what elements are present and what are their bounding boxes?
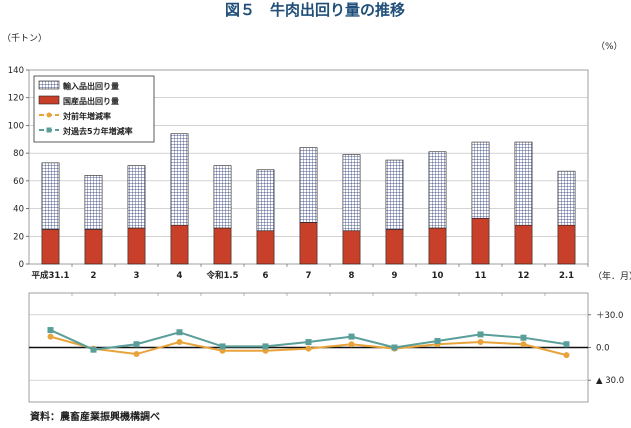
x-category-label: 9 [392,271,398,281]
y-tick-label: 100 [8,121,24,131]
bar-domestic [256,230,275,265]
bar-import [428,151,447,229]
point-5yr [262,343,269,350]
point-5yr [391,344,398,351]
x-category-label: 8 [349,271,355,281]
point-yoy [305,345,312,352]
x-axis-unit: （年．月） [593,270,631,282]
chart-title: 図５ 牛肉出回り量の推移 [225,1,405,19]
point-yoy [563,352,570,359]
legend-label: 対前年増減率 [62,111,111,121]
point-5yr [47,327,54,334]
x-category-label: 3 [134,271,140,281]
y2-tick-label: 0.0 [596,344,610,354]
bar-domestic [471,217,490,265]
bar-import [471,141,490,219]
x-category-label: 6 [263,271,269,281]
legend-swatch [38,80,60,90]
bar-domestic [84,229,103,265]
point-5yr [176,329,183,336]
point-yoy [477,339,484,346]
x-category-label: 4 [177,271,183,281]
point-yoy [176,339,183,346]
point-5yr [90,346,97,353]
left-axis-unit: （千トン） [2,33,47,44]
x-category-label: 平成31.1 [32,270,70,281]
y-tick-label: 40 [13,205,24,215]
bar-domestic [41,229,60,265]
x-category-label: 2 [91,271,97,281]
y2-tick-label: ▲ 30.0 [596,376,624,386]
point-5yr [434,337,441,344]
right-axis-unit: （%） [596,41,623,52]
point-yoy [47,333,54,340]
y-tick-label: 60 [13,177,24,187]
bar-import [213,165,232,229]
lower-panel: ＋30.0 0.0 ▲ 30.0 [28,292,624,403]
point-yoy [133,351,140,358]
point-5yr [563,341,570,348]
y-tick-label: 80 [13,149,24,159]
source-note: 資料：農畜産業振興機構調べ [30,410,160,423]
bar-import [385,159,404,230]
x-category-label: 2.1 [559,271,574,281]
point-5yr [219,343,226,350]
y2-tick-label: ＋30.0 [596,311,623,321]
legend-label: 対過去5カ年増減率 [62,126,133,136]
legend-swatch [38,95,60,105]
bar-import [514,141,533,226]
bar-domestic [514,224,533,265]
point-5yr [520,334,527,341]
legend-label: 輸入品出回り量 [63,81,119,91]
bar-domestic [213,227,232,265]
upper-panel: 0 20 40 60 80 100 120 140 平成31.1 2 3 4 令和1.5 6 7 8 9 10 11… [8,66,589,281]
x-category-label: 令和1.5 [205,270,238,281]
bar-import [41,162,60,230]
y-tick-label: 20 [13,232,24,242]
bar-domestic [557,224,576,265]
bar-domestic [299,222,318,265]
bar-domestic [127,227,146,265]
x-category-label: 11 [475,271,487,281]
y-tick-label: 0 [19,260,24,270]
point-5yr [477,331,484,338]
legend-marker [46,127,52,133]
bar-domestic [385,229,404,265]
bar-import [299,147,318,223]
bar-import [557,170,576,226]
y-tick-label: 140 [8,66,24,76]
bar-import [256,169,275,232]
legend-marker [46,112,52,118]
legend-label: 国産品出回り量 [63,96,119,106]
point-5yr [133,341,140,348]
point-yoy [520,341,527,348]
point-5yr [305,339,312,346]
point-5yr [348,333,355,340]
x-category-label: 12 [518,271,530,281]
bar-import [84,175,103,230]
bar-import [170,133,189,226]
y-tick-label: 120 [8,94,24,104]
bar-domestic [170,224,189,265]
point-yoy [348,341,355,348]
bar-domestic [342,230,361,265]
bar-import [342,154,361,232]
bar-import [127,165,146,229]
x-category-label: 10 [432,271,444,281]
x-category-label: 7 [306,271,312,281]
bar-domestic [428,227,447,265]
